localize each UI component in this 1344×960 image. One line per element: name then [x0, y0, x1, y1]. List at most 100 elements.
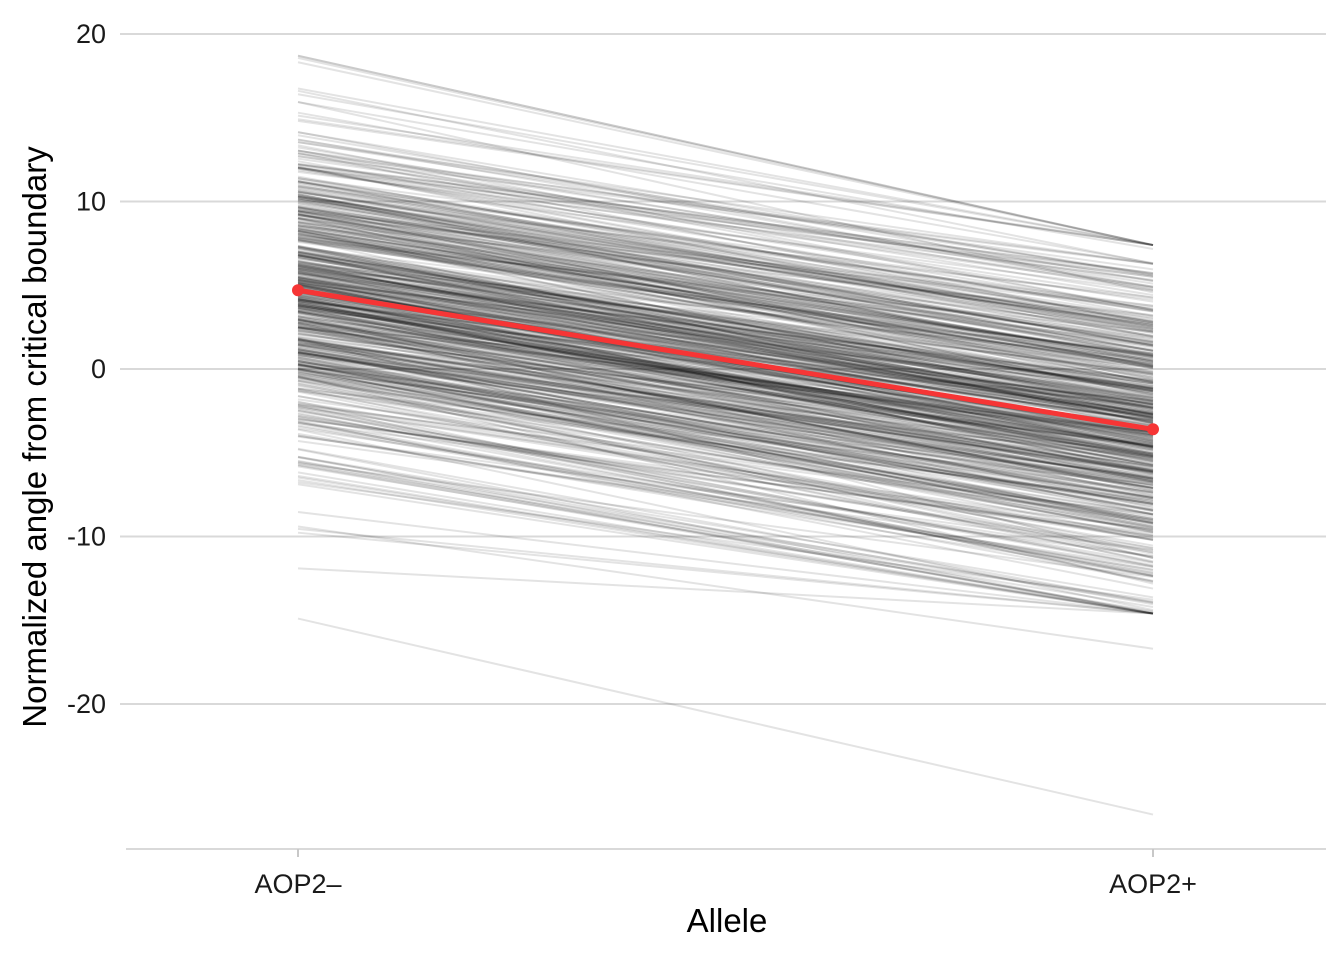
individual-line: [297, 403, 1154, 540]
individual-line: [297, 435, 1154, 552]
individual-line: [297, 195, 1154, 319]
individual-line: [297, 440, 1154, 558]
individual-line: [297, 320, 1154, 421]
individual-line: [297, 283, 1154, 474]
individual-line: [297, 195, 1154, 299]
individual-line: [297, 342, 1154, 433]
individual-line: [297, 312, 1154, 462]
individual-line: [297, 350, 1154, 501]
individual-line: [297, 362, 1154, 528]
individual-line: [297, 373, 1154, 519]
individual-line: [297, 338, 1154, 476]
individual-line: [297, 250, 1154, 392]
individual-line: [297, 253, 1154, 397]
individual-line: [297, 252, 1154, 392]
individual-line: [297, 360, 1154, 489]
individual-line: [297, 373, 1154, 498]
individual-line: [297, 281, 1154, 422]
individual-line: [297, 281, 1154, 414]
individual-line: [297, 409, 1154, 568]
individual-line: [297, 361, 1154, 502]
mean-point: [1147, 423, 1159, 436]
individual-line: [297, 354, 1154, 480]
individual-line: [297, 210, 1154, 344]
individual-line: [297, 351, 1154, 454]
individual-lines: [297, 54, 1154, 816]
individual-line: [297, 369, 1154, 481]
individual-line: [297, 214, 1154, 343]
individual-line: [297, 262, 1154, 390]
individual-line: [297, 267, 1154, 418]
individual-line: [297, 341, 1154, 480]
individual-line: [297, 166, 1154, 289]
individual-line: [297, 207, 1154, 337]
individual-line: [297, 229, 1154, 348]
individual-line: [297, 149, 1154, 285]
individual-line: [297, 267, 1154, 403]
individual-line: [297, 208, 1154, 362]
individual-line: [297, 222, 1154, 380]
y-tick-label: 20: [76, 19, 106, 49]
individual-line: [297, 239, 1154, 333]
individual-line: [297, 349, 1154, 516]
individual-line: [297, 209, 1154, 307]
individual-line: [297, 329, 1154, 433]
individual-line: [297, 344, 1154, 496]
individual-line: [297, 185, 1154, 301]
individual-line: [297, 367, 1154, 505]
individual-line: [297, 476, 1154, 615]
individual-line: [297, 465, 1154, 608]
individual-line: [297, 389, 1154, 542]
individual-line: [297, 338, 1154, 463]
individual-line: [297, 256, 1154, 406]
individual-line: [297, 375, 1154, 564]
individual-line: [297, 417, 1154, 538]
individual-line: [297, 199, 1154, 353]
individual-line: [297, 330, 1154, 469]
individual-line: [297, 203, 1154, 352]
individual-line: [297, 238, 1154, 425]
individual-line: [297, 266, 1154, 369]
individual-line: [297, 180, 1154, 312]
individual-line: [297, 231, 1154, 358]
individual-line: [297, 144, 1154, 311]
individual-line: [297, 197, 1154, 323]
individual-line: [297, 326, 1154, 491]
individual-line: [297, 304, 1154, 448]
y-tick-label: -10: [67, 522, 106, 552]
individual-line: [297, 369, 1154, 554]
individual-line: [297, 212, 1154, 355]
individual-line: [297, 341, 1154, 452]
individual-line: [297, 166, 1154, 303]
individual-line: [297, 264, 1154, 390]
individual-line: [297, 368, 1154, 530]
individual-line: [297, 481, 1154, 601]
individual-line: [297, 210, 1154, 363]
individual-line: [297, 343, 1154, 481]
individual-line: [297, 375, 1154, 505]
individual-line: [297, 200, 1154, 355]
grid-lines: [120, 33, 1326, 705]
individual-line: [297, 326, 1154, 452]
individual-line: [297, 317, 1154, 480]
individual-line: [297, 332, 1154, 447]
individual-line: [297, 259, 1154, 412]
individual-line: [297, 413, 1154, 564]
individual-line: [297, 483, 1154, 615]
individual-line: [297, 531, 1154, 615]
individual-line: [297, 232, 1154, 363]
individual-line: [297, 306, 1154, 466]
individual-line: [297, 271, 1154, 399]
individual-line: [297, 245, 1154, 402]
individual-line: [297, 300, 1154, 407]
individual-line: [297, 293, 1154, 460]
individual-line: [297, 323, 1154, 437]
individual-line: [297, 181, 1154, 313]
individual-line: [297, 459, 1154, 615]
individual-line: [297, 376, 1154, 515]
individual-line: [297, 207, 1154, 334]
individual-line: [297, 238, 1154, 363]
individual-line: [297, 180, 1154, 339]
individual-line: [297, 280, 1154, 426]
individual-line: [297, 253, 1154, 425]
